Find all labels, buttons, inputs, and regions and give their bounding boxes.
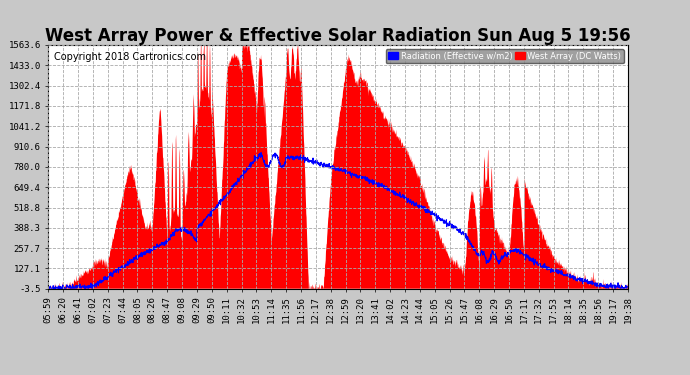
Title: West Array Power & Effective Solar Radiation Sun Aug 5 19:56: West Array Power & Effective Solar Radia… xyxy=(46,27,631,45)
Legend: Radiation (Effective w/m2), West Array (DC Watts): Radiation (Effective w/m2), West Array (… xyxy=(386,49,624,63)
Text: Copyright 2018 Cartronics.com: Copyright 2018 Cartronics.com xyxy=(54,53,206,62)
